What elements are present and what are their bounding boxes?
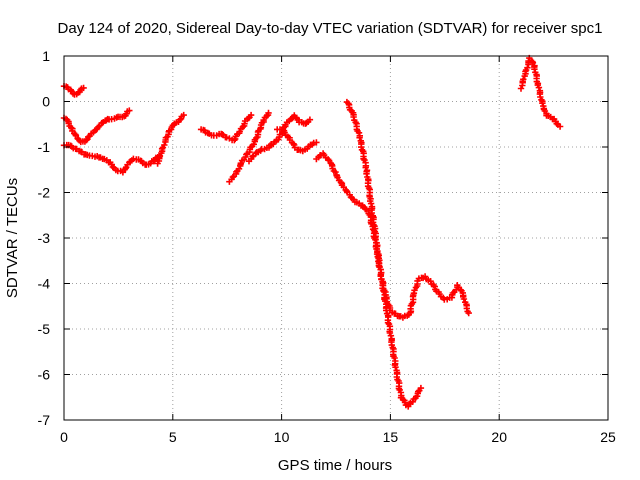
data-point [372,236,379,243]
x-axis: 0 5 10 15 20 25 [60,56,616,445]
data-point [415,388,422,395]
data-point [176,116,184,123]
data-point [313,139,320,146]
data-point [360,155,367,162]
chart-title: Day 124 of 2020, Sidereal Day-to-day VTE… [58,20,603,37]
data-point [95,123,102,130]
data-point [465,309,472,317]
y-tick-label: -5 [38,321,51,337]
data-point [392,364,399,371]
grid [64,56,608,420]
y-tick-label: 0 [42,94,50,110]
data-point [535,84,543,91]
data-point [253,134,260,142]
data-point [517,85,525,92]
data-point [80,84,87,92]
y-tick-label: -1 [38,139,51,155]
data-point [367,200,375,207]
data-point [387,332,395,339]
y-tick-label: -4 [38,276,51,292]
data-point [229,173,237,181]
data-point [239,123,246,131]
data-point [380,287,387,294]
data-point [249,153,256,160]
x-axis-label: GPS time / hours [278,457,392,474]
y-tick-label: 1 [42,48,50,64]
y-axis: 1 0 -1 -2 -3 -4 -5 -6 -7 [38,48,608,428]
y-tick-label: -3 [38,230,51,246]
data-point [126,107,133,114]
data-point [83,137,90,144]
data-point [161,141,168,149]
data-point [553,120,560,127]
data-point [180,111,187,119]
data-point [417,384,425,392]
data-point [460,295,468,303]
data-point [463,305,470,312]
data-point [247,111,255,119]
data-point [383,307,390,314]
data-point [556,123,564,130]
data-point [265,109,272,117]
data-point [68,124,75,131]
x-tick-label: 10 [274,429,290,445]
y-tick-label: -7 [38,412,51,428]
x-tick-label: 0 [60,429,68,445]
data-point [524,64,531,71]
data-points [60,54,564,410]
x-tick-label: 15 [383,429,399,445]
y-tick-label: -6 [38,367,51,383]
y-axis-label: SDTVAR / TECUs [4,178,21,298]
y-tick-label: -2 [38,185,51,201]
data-point [324,156,332,163]
x-tick-label: 5 [169,429,177,445]
x-tick-label: 25 [600,429,616,445]
data-point [218,131,226,138]
data-point [109,163,116,171]
x-tick-label: 20 [491,429,507,445]
data-point [531,66,538,73]
data-point [306,116,314,123]
data-point [231,137,238,144]
data-point [382,297,389,305]
data-point [356,134,363,141]
